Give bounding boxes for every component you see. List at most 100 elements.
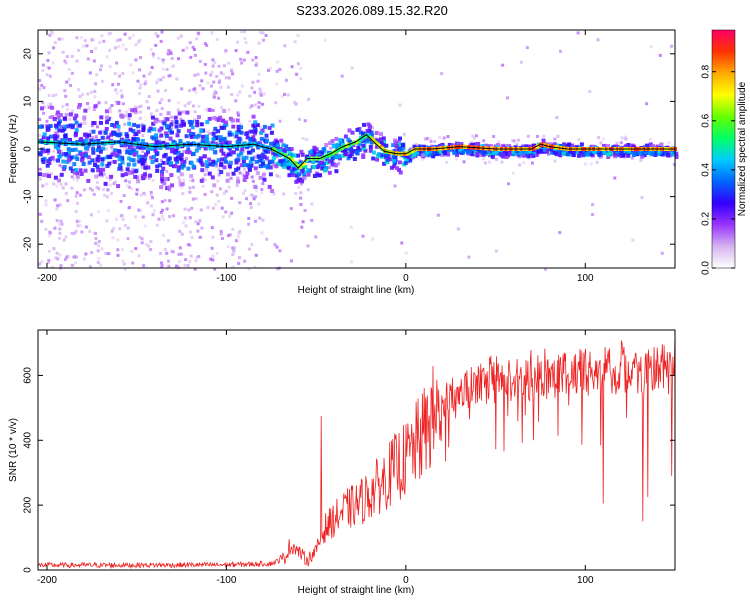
spectrogram-cell	[291, 167, 296, 172]
spectrogram-cell	[227, 108, 231, 112]
spectrogram-cell	[167, 74, 171, 78]
spectrogram-cell	[99, 263, 103, 267]
spectrogram-cell	[88, 187, 92, 191]
spectrogram-cell	[116, 238, 120, 242]
spectrogram-cell	[53, 123, 58, 128]
spectrogram-cell	[341, 153, 346, 158]
spectrogram-cell	[48, 33, 52, 37]
spectrogram-cell	[333, 163, 338, 168]
spectrogram-cell	[418, 151, 423, 156]
spectrogram-cell	[475, 152, 480, 157]
spectrogram-cell	[63, 134, 68, 138]
spectrogram-cell	[243, 167, 246, 171]
spectrogram-cell	[218, 124, 222, 128]
spectrogram-cell	[494, 249, 498, 253]
spectrogram-cell	[226, 85, 230, 89]
spectrogram-cell	[198, 140, 202, 144]
spectrogram-cell	[257, 41, 261, 45]
spectrogram-cell	[258, 216, 262, 220]
spectrogram-cell	[483, 149, 488, 154]
spectrogram-cell	[228, 150, 233, 155]
spectrogram-cell	[82, 115, 87, 120]
spectrogram-cell	[315, 165, 320, 170]
spectrogram-cell	[528, 144, 533, 149]
spectrogram-cell	[211, 162, 216, 167]
spectrogram-cell	[48, 134, 53, 139]
spectrogram-cell	[122, 262, 126, 266]
spectrogram-cell	[574, 150, 579, 155]
spectrogram-cell	[161, 208, 164, 212]
spectrogram-cell	[149, 112, 153, 116]
spectrogram-cell	[215, 251, 219, 255]
spectrogram-cell	[77, 88, 81, 92]
spectrogram-cell	[236, 136, 241, 141]
spectrogram-cell	[154, 133, 158, 138]
spectrogram-cell	[70, 175, 74, 179]
spectrogram-cell	[224, 50, 228, 54]
figure-title: S233.2026.089.15.32.R20	[296, 3, 448, 18]
spectrogram-cell	[400, 241, 404, 245]
spectrogram-cell	[259, 126, 262, 130]
spectrogram-cell	[222, 137, 226, 142]
spectrogram-cell	[490, 154, 495, 159]
spectrogram-cell	[179, 34, 183, 38]
spectrogram-cell	[180, 185, 184, 189]
spectrogram-cell	[232, 249, 236, 253]
spectrogram-cell	[111, 236, 115, 240]
spectrogram-cell	[229, 176, 233, 180]
spectrogram-cell	[110, 145, 114, 149]
spectrogram-cell	[177, 176, 181, 180]
spectrogram-cell	[213, 149, 217, 154]
spectrogram-cell	[193, 267, 197, 271]
spectrogram-cell	[234, 134, 239, 139]
spectrogram-cell	[118, 227, 122, 231]
spectrogram-cell	[200, 226, 204, 230]
spectrogram-cell	[124, 114, 128, 118]
spectrogram-cell	[300, 179, 305, 184]
spectrogram-cell	[95, 164, 100, 169]
spectrogram-cell	[619, 154, 624, 158]
spectrogram-cell	[647, 151, 652, 155]
spectrogram-cell	[43, 105, 47, 109]
spectrogram-cell	[140, 139, 145, 143]
spectrogram-cell	[296, 62, 300, 66]
spectrogram-cell	[555, 116, 559, 120]
spectrogram-cell	[193, 73, 197, 77]
spectrogram-cell	[97, 256, 101, 260]
spectrogram-cell	[365, 129, 370, 134]
spectrogram-cell	[591, 144, 596, 149]
spectrogram-cell	[602, 143, 606, 148]
spectrogram-cell	[303, 119, 307, 123]
spectrogram-cell	[128, 36, 132, 40]
spectrogram-cell	[159, 185, 164, 190]
spectrogram-cell	[211, 108, 215, 112]
spectrogram-cell	[420, 153, 425, 158]
spectrogram-cell	[198, 159, 203, 164]
spectrogram-cell	[578, 150, 583, 155]
spectrogram-ridge-line	[37, 134, 675, 169]
spectrogram-cell	[155, 108, 159, 112]
spectrogram-cell	[155, 164, 160, 169]
spectrogram-cell	[216, 179, 220, 183]
spectrogram-cell	[278, 159, 283, 164]
spectrogram-cell	[531, 154, 536, 159]
spectrogram-cell	[576, 31, 580, 35]
spectrogram-cell	[226, 152, 231, 157]
y-tick-label: -10	[23, 189, 34, 204]
spectrogram-cell	[64, 191, 68, 195]
spectrogram-cell	[66, 124, 70, 129]
spectrogram-cell	[215, 164, 219, 168]
spectrogram-cell	[650, 151, 655, 156]
spectrogram-cell	[189, 230, 192, 234]
spectrogram-cell	[98, 120, 103, 125]
spectrogram-cell	[157, 128, 162, 133]
spectrogram-cell	[123, 224, 127, 227]
spectrogram-cell	[125, 134, 130, 139]
spectrogram-cell	[236, 166, 241, 171]
spectrogram-cell	[596, 150, 601, 155]
spectrogram-cell	[349, 260, 353, 264]
spectrogram-cell	[182, 178, 186, 182]
spectrogram-cell	[294, 192, 298, 196]
spectrogram-cell	[89, 213, 93, 217]
spectrogram-cell	[294, 102, 298, 106]
